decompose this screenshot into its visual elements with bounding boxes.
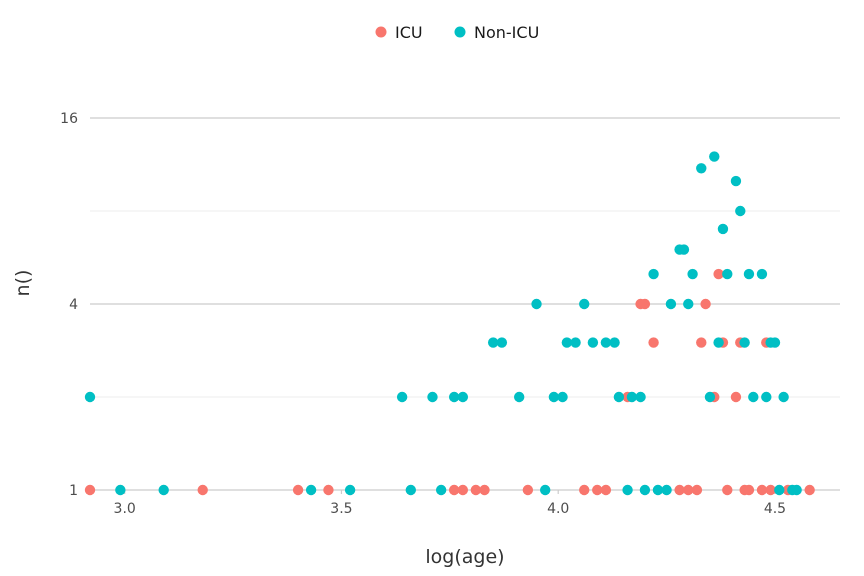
point-icu [765,484,776,496]
point-non-icu [405,484,417,496]
point-non-icu [487,337,499,348]
point-non-icu [448,391,460,403]
point-non-icu [344,484,356,496]
point-non-icu [713,337,724,348]
x-tick-label: 3.5 [330,501,352,517]
legend-key-non-icu [454,26,466,38]
point-icu [648,337,659,348]
x-axis-title: log(age) [425,546,504,568]
point-non-icu [769,337,781,348]
point-icu [756,484,768,496]
legend-label: Non-ICU [474,23,539,42]
point-non-icu [626,391,638,403]
x-tick-label: 3.0 [114,501,136,517]
y-tick-label: 16 [60,111,78,127]
x-tick-label: 4.5 [764,501,786,517]
legend: ICU Non-ICU [375,23,539,42]
point-non-icu [531,298,542,310]
point-non-icu [540,484,551,496]
point-icu [470,484,482,496]
point-icu [743,484,755,496]
grid [90,117,840,491]
point-non-icu [735,205,746,217]
point-non-icu [661,484,672,496]
point-non-icu [579,298,590,310]
point-icu [592,484,603,496]
x-tick-label: 4.0 [547,501,569,517]
point-icu [600,484,612,496]
point-non-icu [427,391,438,403]
point-non-icu [756,268,768,280]
point-icu [691,484,703,496]
point-icu [804,484,815,496]
point-non-icu [396,391,408,403]
legend-key-icu [375,26,387,38]
point-icu [639,298,651,310]
point-icu [713,268,724,280]
legend-label: ICU [395,23,423,42]
axis-ticks: 1 4 16 3.0 3.5 4.0 4.5 [60,111,786,517]
point-icu [448,484,460,496]
point-non-icu [115,484,126,496]
point-non-icu [652,484,664,496]
point-non-icu [648,268,659,280]
point-icu [674,484,685,496]
point-non-icu [743,268,755,280]
point-non-icu [609,337,620,348]
point-non-icu [435,484,447,496]
point-icu [579,484,590,496]
point-non-icu [687,268,698,280]
point-non-icu [561,337,573,348]
point-non-icu [665,298,677,310]
point-non-icu [570,337,581,348]
point-non-icu [683,298,694,310]
point-non-icu [305,484,317,496]
point-icu [323,484,334,496]
point-non-icu [600,337,612,348]
point-icu [700,298,711,310]
point-icu [479,484,490,496]
y-tick-label: 4 [69,297,78,313]
y-tick-label: 1 [69,483,78,499]
point-non-icu [696,163,707,174]
point-icu [457,484,469,496]
point-non-icu [774,484,785,496]
point-non-icu [748,391,759,403]
data-points [84,151,815,496]
point-non-icu [791,484,802,496]
point-non-icu [722,268,733,280]
point-non-icu [739,337,750,348]
point-icu [683,484,694,496]
point-non-icu [717,223,729,235]
point-icu [522,484,534,496]
point-non-icu [613,391,625,403]
point-non-icu [704,391,716,403]
point-non-icu [457,391,469,403]
point-icu [84,484,96,496]
point-non-icu [730,175,742,187]
point-non-icu [587,337,599,348]
point-icu [722,484,733,496]
point-non-icu [778,391,789,403]
point-icu [730,391,742,403]
point-non-icu [496,337,508,348]
point-non-icu [678,244,690,255]
point-non-icu [158,484,169,496]
point-non-icu [513,391,525,403]
point-icu [292,484,304,496]
point-icu [696,337,707,348]
point-non-icu [761,391,772,403]
y-axis-title: n() [12,270,34,297]
point-non-icu [622,484,633,496]
point-icu [197,484,208,496]
point-non-icu [84,391,96,403]
point-non-icu [548,391,560,403]
point-non-icu [639,484,651,496]
point-non-icu [635,391,646,403]
point-non-icu [709,151,720,162]
point-non-icu [557,391,568,403]
